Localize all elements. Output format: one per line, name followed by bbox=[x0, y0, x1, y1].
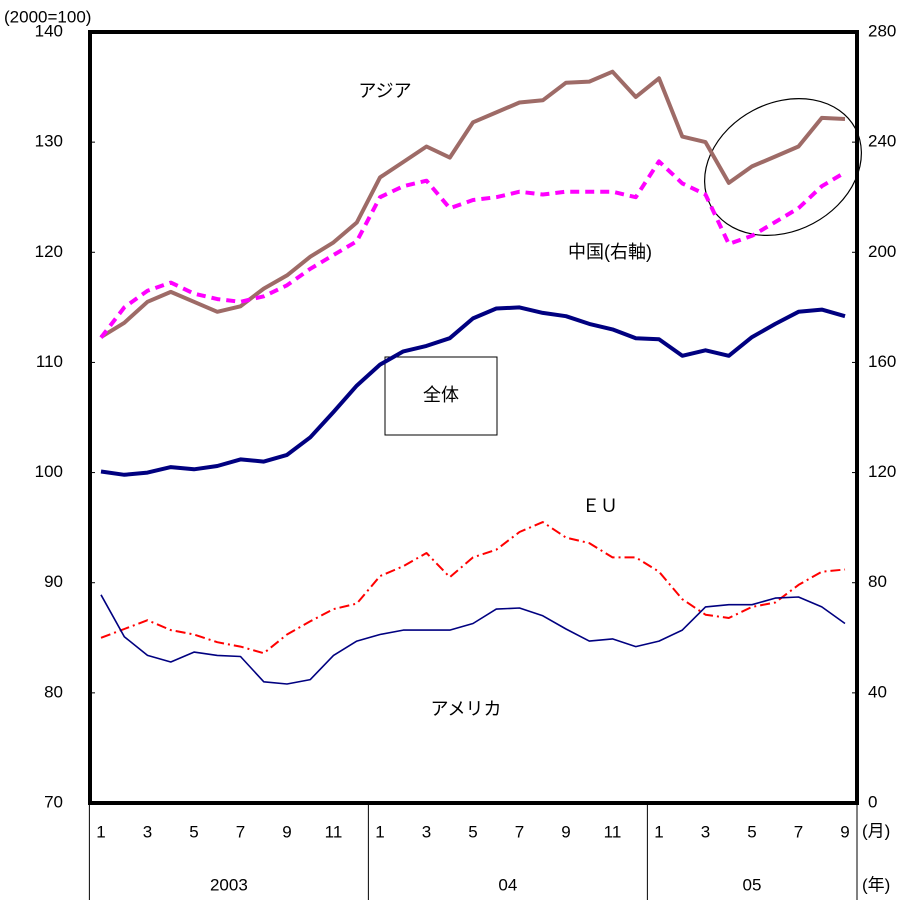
y-tick-label: 110 bbox=[36, 352, 63, 371]
series-line bbox=[100, 521, 846, 655]
series-label: アメリカ bbox=[430, 699, 501, 719]
x-tick-label: 1 bbox=[375, 822, 384, 841]
y-tick-label: 100 bbox=[35, 462, 63, 481]
y2-tick-label: 160 bbox=[868, 352, 896, 371]
x-tick-label: 11 bbox=[325, 822, 343, 841]
y-tick-label: 70 bbox=[44, 792, 63, 811]
series-line bbox=[99, 69, 846, 339]
y2-tick-label: 80 bbox=[868, 572, 887, 591]
x-tick-label: 7 bbox=[794, 822, 803, 841]
y2-tick-label: 240 bbox=[868, 132, 896, 151]
x-tick-label: 7 bbox=[236, 822, 245, 841]
year-label: 04 bbox=[498, 875, 517, 894]
x-tick-label: 5 bbox=[747, 822, 756, 841]
y2-tick-label: 280 bbox=[868, 21, 896, 40]
x-tick-label: 5 bbox=[189, 822, 198, 841]
x-tick-label: 7 bbox=[515, 822, 524, 841]
x-tick-label: 1 bbox=[654, 822, 663, 841]
series-line bbox=[99, 159, 847, 339]
x-tick-label: 1 bbox=[96, 822, 105, 841]
series-line bbox=[100, 594, 846, 685]
x-tick-label: 3 bbox=[701, 822, 710, 841]
y2-tick-label: 200 bbox=[868, 242, 896, 261]
series-label: 中国(右軸) bbox=[568, 242, 652, 262]
x-tick-label: 9 bbox=[840, 822, 849, 841]
y-tick-label: 80 bbox=[44, 682, 63, 701]
x-tick-label: 5 bbox=[468, 822, 477, 841]
annotation-box bbox=[384, 356, 498, 436]
y-tick-label: 120 bbox=[35, 242, 63, 261]
series-line bbox=[100, 305, 846, 477]
y2-tick-label: 40 bbox=[868, 682, 887, 701]
y2-tick-label: 0 bbox=[868, 792, 877, 811]
year-label: 05 bbox=[743, 875, 762, 894]
series-label: 全体 bbox=[423, 385, 459, 405]
x-tick-label: 3 bbox=[143, 822, 152, 841]
x-tick-label: 11 bbox=[604, 822, 622, 841]
y-tick-label: 90 bbox=[44, 572, 63, 591]
series-label: アジア bbox=[358, 81, 411, 101]
y2-tick-label: 120 bbox=[868, 462, 896, 481]
year-label: 2003 bbox=[210, 875, 248, 894]
y-unit-label: (2000=100) bbox=[4, 7, 91, 26]
x-month-unit: (月) bbox=[862, 821, 890, 840]
x-tick-label: 9 bbox=[282, 822, 291, 841]
x-tick-label: 9 bbox=[561, 822, 570, 841]
y-tick-label: 140 bbox=[35, 21, 63, 40]
y-tick-label: 130 bbox=[35, 132, 63, 151]
plot-frame bbox=[88, 30, 859, 805]
series-label: ＥＵ bbox=[582, 496, 618, 516]
x-tick-label: 3 bbox=[422, 822, 431, 841]
x-year-unit: (年) bbox=[862, 875, 890, 894]
